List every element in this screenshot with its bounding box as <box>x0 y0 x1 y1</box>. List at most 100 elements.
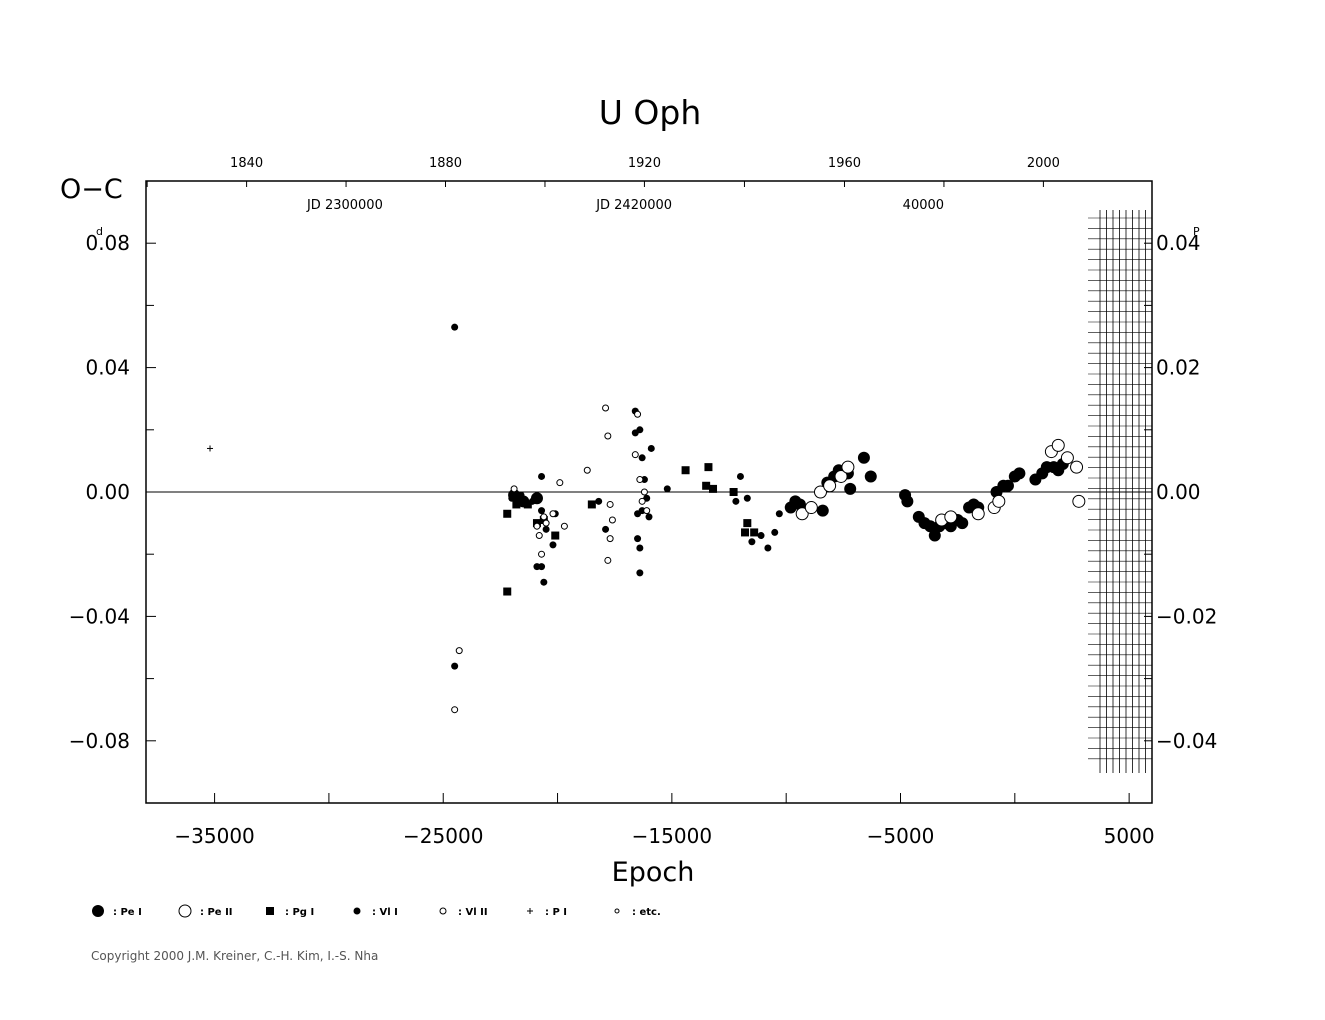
x-tick-label: −15000 <box>632 824 712 848</box>
data-point <box>844 482 857 495</box>
data-point <box>736 472 744 480</box>
data-point <box>634 410 642 418</box>
data-point <box>535 532 543 540</box>
right-scale-hatch <box>1088 210 1153 773</box>
jd-label: 40000 <box>903 198 944 213</box>
data-point <box>549 510 557 518</box>
jd-labels: JD 2300000 JD 2420000 40000 <box>306 198 944 213</box>
right-tick-label: 0.02 <box>1156 356 1201 380</box>
right-tick-label: −0.04 <box>1156 729 1217 753</box>
data-point <box>643 507 651 515</box>
data-point <box>645 513 653 521</box>
data-point <box>636 544 644 552</box>
series-p-i <box>207 445 214 452</box>
year-label: 2000 <box>1027 156 1060 171</box>
data-point <box>455 647 463 655</box>
jd-label: JD 2420000 <box>595 198 672 213</box>
data-point <box>647 444 655 452</box>
top-year-axis: 1840 1880 1920 1960 2000 <box>146 156 1060 187</box>
y-unit-label: d <box>96 225 103 238</box>
data-point <box>510 485 518 493</box>
copyright-text: Copyright 2000 J.M. Kreiner, C.-H. Kim, … <box>91 949 378 963</box>
data-point <box>823 479 837 493</box>
data-point <box>538 550 546 558</box>
year-label: 1960 <box>828 156 861 171</box>
data-point <box>608 516 616 524</box>
data-point <box>732 497 740 505</box>
jd-label: JD 2300000 <box>306 198 383 213</box>
data-point <box>636 476 644 484</box>
data-point <box>451 662 459 670</box>
data-point <box>992 494 1006 508</box>
data-point <box>604 556 612 564</box>
legend-label: : Vl II <box>458 907 488 918</box>
data-point <box>517 491 525 499</box>
legend-label: : Pg I <box>285 907 314 918</box>
data-point <box>602 525 610 533</box>
data-point <box>602 404 610 412</box>
data-point <box>538 472 546 480</box>
year-label: 1840 <box>230 156 263 171</box>
data-point <box>1051 438 1065 452</box>
legend-label: : Vl I <box>372 907 398 918</box>
data-point <box>549 541 557 549</box>
y-axis-label: O−C <box>60 174 123 205</box>
data-point <box>1072 494 1086 508</box>
data-point <box>741 528 750 537</box>
data-point <box>560 522 568 530</box>
data-point <box>743 519 752 528</box>
legend-marker <box>439 907 447 915</box>
left-y-axis: 0.08 0.04 0.00 −0.04 −0.08 d <box>69 225 156 753</box>
y-tick-label: −0.08 <box>69 729 130 753</box>
data-point <box>681 466 690 475</box>
data-point <box>663 485 671 493</box>
data-point <box>636 426 644 434</box>
data-point <box>636 569 644 577</box>
data-point <box>928 529 941 542</box>
data-point <box>638 454 646 462</box>
legend-marker <box>527 908 533 914</box>
data-point <box>207 445 214 452</box>
data-point <box>540 513 548 521</box>
legend-item: : P I <box>527 907 567 918</box>
legend-item: : Pe I <box>92 905 142 918</box>
legend-item: : Vl I <box>353 907 398 918</box>
series-vl-i <box>451 323 783 670</box>
right-unit-label: P <box>1193 225 1200 238</box>
legend-item: : Vl II <box>439 907 488 918</box>
data-point <box>538 563 546 571</box>
data-point <box>533 522 541 530</box>
data-point <box>556 479 564 487</box>
data-point <box>1001 479 1014 492</box>
data-point <box>764 544 772 552</box>
right-tick-label: 0.04 <box>1156 231 1201 255</box>
data-point <box>775 510 783 518</box>
data-point <box>595 497 603 505</box>
data-point <box>583 466 591 474</box>
year-label: 1880 <box>429 156 462 171</box>
data-points <box>207 323 1086 714</box>
legend-marker <box>178 904 192 918</box>
right-y-axis: 0.04 0.02 0.00 −0.02 −0.04 P <box>1144 225 1217 753</box>
x-tick-label: −25000 <box>403 824 483 848</box>
data-point <box>1013 467 1026 480</box>
data-point <box>551 531 560 540</box>
data-point <box>924 520 937 533</box>
data-point <box>512 497 520 505</box>
data-point <box>538 507 546 515</box>
y-tick-label: 0.04 <box>85 356 130 380</box>
legend-label: : Pe I <box>113 907 142 918</box>
right-tick-label: −0.02 <box>1156 604 1217 628</box>
legend-item: : Pg I <box>266 907 314 918</box>
data-point <box>451 706 459 714</box>
data-point <box>857 451 870 464</box>
data-point <box>604 432 612 440</box>
legend-label: : etc. <box>632 907 661 918</box>
data-point <box>813 485 827 499</box>
chart-title: U Oph <box>599 93 701 132</box>
x-tick-label: 5000 <box>1104 824 1155 848</box>
data-point <box>729 488 738 496</box>
y-tick-label: 0.00 <box>85 480 130 504</box>
data-point <box>503 587 512 596</box>
data-point <box>1060 451 1074 465</box>
